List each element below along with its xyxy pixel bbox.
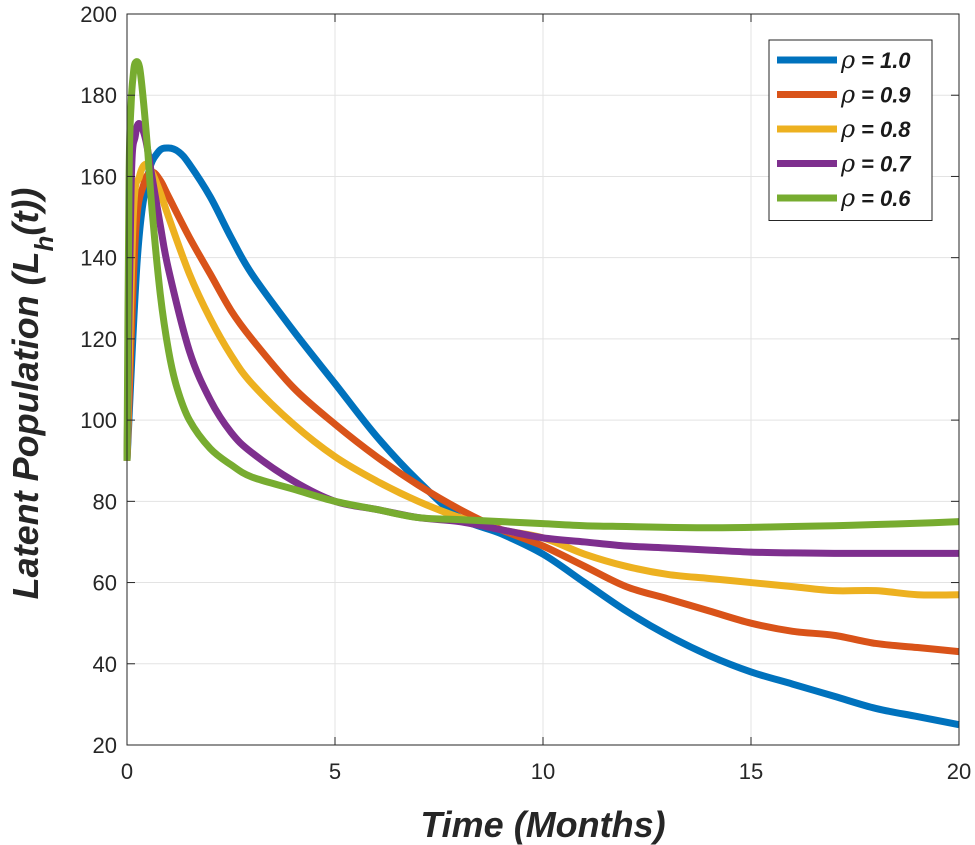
x-tick-label: 20 (947, 759, 971, 784)
y-tick-label: 60 (93, 571, 117, 596)
y-axis-title: Latent Population (Lh(t)) (5, 188, 59, 600)
legend-symbol: ρ (840, 150, 855, 178)
legend-label: = 0.7 (861, 152, 912, 177)
series-lines (123, 58, 960, 729)
y-axis-title-subscript: h (29, 236, 59, 252)
legend-symbol: ρ (840, 81, 855, 109)
legend: ρ = 1.0ρ = 0.9ρ = 0.8ρ = 0.7ρ = 0.6 (768, 39, 933, 221)
y-tick-label: 80 (93, 489, 117, 514)
y-tick-label: 160 (80, 164, 117, 189)
y-tick-label: 40 (93, 652, 117, 677)
y-axis-ticks: 20 40 60 80 100 120 140 160 180 200 (80, 2, 959, 758)
legend-label: = 0.6 (861, 186, 911, 211)
y-axis-title-tail: (t)) (5, 188, 46, 236)
legend-label: = 0.8 (861, 117, 911, 142)
series-line-5 (123, 58, 960, 532)
legend-symbol: ρ (840, 46, 855, 74)
series-line-2 (123, 168, 960, 656)
y-tick-label: 140 (80, 246, 117, 271)
x-tick-label: 10 (531, 759, 555, 784)
x-axis-ticks: 0 5 10 15 20 (121, 14, 971, 784)
x-tick-label: 15 (739, 759, 763, 784)
x-axis-title: Time (Months) (420, 804, 665, 845)
y-tick-label: 20 (93, 733, 117, 758)
legend-symbol: ρ (840, 115, 855, 143)
y-tick-label: 120 (80, 327, 117, 352)
y-axis-title-main: Latent Population (L (5, 251, 46, 599)
legend-symbol: ρ (840, 184, 855, 212)
x-tick-label: 0 (121, 759, 133, 784)
legend-label: = 1.0 (861, 48, 911, 73)
x-tick-label: 5 (329, 759, 341, 784)
y-tick-label: 180 (80, 83, 117, 108)
y-tick-label: 200 (80, 2, 117, 27)
series-line-1 (123, 144, 960, 729)
y-tick-label: 100 (80, 408, 117, 433)
legend-label: = 0.9 (861, 83, 911, 108)
